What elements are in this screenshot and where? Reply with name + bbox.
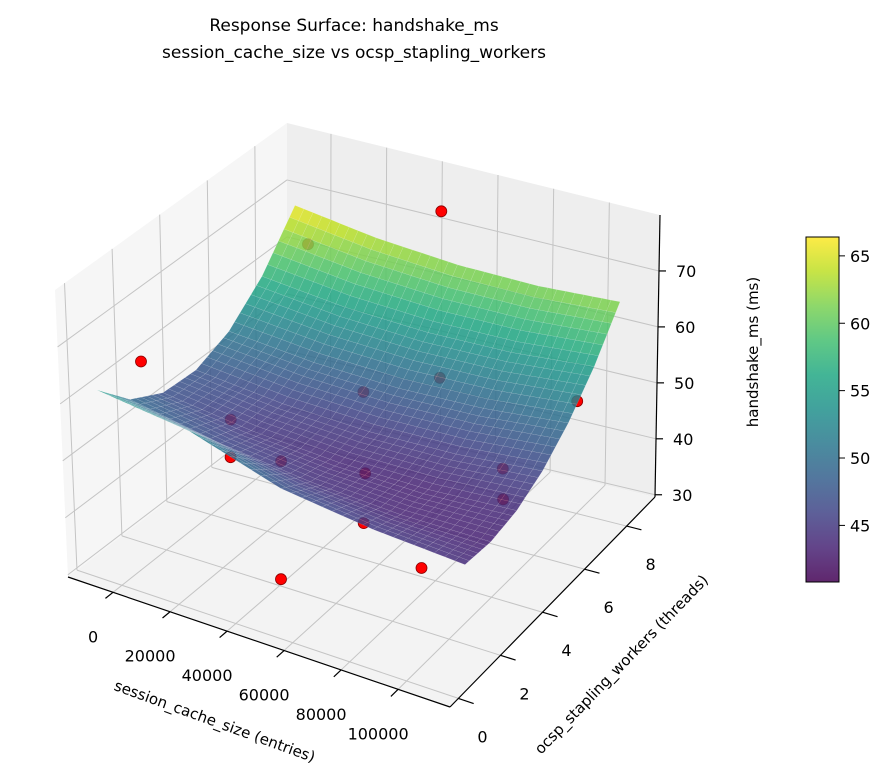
y-tick <box>500 654 516 661</box>
gridline-z <box>59 236 288 405</box>
colorbar: 45 50 55 60 65 <box>805 236 870 583</box>
points-above-surface <box>135 205 448 368</box>
gridline-y <box>166 501 543 613</box>
gridline-z <box>286 179 660 272</box>
gridline-y <box>111 248 123 536</box>
colorbar-tick-label: 55 <box>850 382 870 401</box>
axis-lines <box>67 214 667 708</box>
x-tick-label: 100000 <box>348 724 409 743</box>
colorbar-ticks: 45 50 55 60 65 <box>839 247 870 535</box>
surface-patch <box>484 528 500 537</box>
y-tick <box>458 697 474 705</box>
z-tick-label: 40 <box>673 430 693 449</box>
y-tick-label: 0 <box>477 727 487 746</box>
gridline-y <box>64 283 78 571</box>
y-tick <box>626 525 642 531</box>
surface-patch <box>545 437 561 448</box>
y-tick <box>584 568 600 574</box>
surface-patch <box>471 542 487 550</box>
x-tick <box>276 650 285 658</box>
surface-patch <box>467 545 483 554</box>
chart-title-line-1: Response Surface: handshake_ms <box>209 16 499 36</box>
x-tick-label: 0 <box>88 627 98 646</box>
x-tick <box>162 611 171 619</box>
gridline-x <box>604 202 610 486</box>
y-tick-label: 6 <box>603 598 613 617</box>
z-axis-line <box>654 214 661 498</box>
surface-patch <box>597 321 612 335</box>
response-surface <box>96 205 621 565</box>
colorbar-tick-label: 45 <box>850 516 870 535</box>
y-tick <box>542 611 558 618</box>
z-tick-label: 50 <box>674 374 694 393</box>
z-axis-label: handshake_ms (ms) <box>744 277 763 427</box>
z-tick-label: 70 <box>676 262 696 281</box>
x-tick-label: 60000 <box>239 686 290 705</box>
gridline-y <box>121 535 501 656</box>
y-tick-label: 8 <box>646 555 656 574</box>
gridline-y <box>76 569 459 699</box>
colorbar-gradient <box>806 237 839 582</box>
surface-patch <box>493 518 509 527</box>
y-axis-line <box>449 496 656 708</box>
x-tick <box>219 630 228 639</box>
left-wall-pane <box>55 123 287 577</box>
surface-patch <box>606 299 621 313</box>
x-tick <box>333 669 342 678</box>
y-tick-label: 2 <box>519 684 529 703</box>
x-tick-label: 40000 <box>182 666 233 685</box>
colorbar-tick-label: 60 <box>850 314 870 333</box>
z-tick-label: 60 <box>675 318 695 337</box>
x-tick <box>105 591 114 599</box>
gridline-y <box>159 214 168 502</box>
x-tick-label: 80000 <box>296 705 347 724</box>
data-point <box>415 562 428 574</box>
colorbar-tick-label: 65 <box>850 247 870 266</box>
x-tick <box>390 688 399 697</box>
y-axis-label: ocsp_stapling_workers (threads) <box>531 571 713 758</box>
surface-patch <box>571 383 586 396</box>
surface-patch <box>536 452 552 464</box>
z-tick-label: 30 <box>672 486 692 505</box>
gridline-z <box>57 179 288 348</box>
data-point <box>435 205 448 218</box>
surface-patch <box>589 343 604 357</box>
x-tick-label: 20000 <box>125 647 176 666</box>
surface-patch <box>554 421 569 432</box>
gridline-x <box>397 484 606 690</box>
colorbar-frame <box>805 236 840 583</box>
colorbar-tick-label: 50 <box>850 449 870 468</box>
surface-patch <box>549 429 565 440</box>
surface-patch <box>541 445 556 456</box>
y-tick-label: 4 <box>561 641 571 660</box>
surface-patch <box>515 488 530 498</box>
x-axis-line <box>67 576 451 708</box>
chart-title-line-2: session_cache_size vs ocsp_stapling_work… <box>162 43 546 63</box>
data-point <box>135 355 147 368</box>
surface-patch <box>454 556 470 565</box>
surface-patch <box>489 523 505 532</box>
surface-patch <box>463 549 479 558</box>
data-point <box>275 573 287 586</box>
